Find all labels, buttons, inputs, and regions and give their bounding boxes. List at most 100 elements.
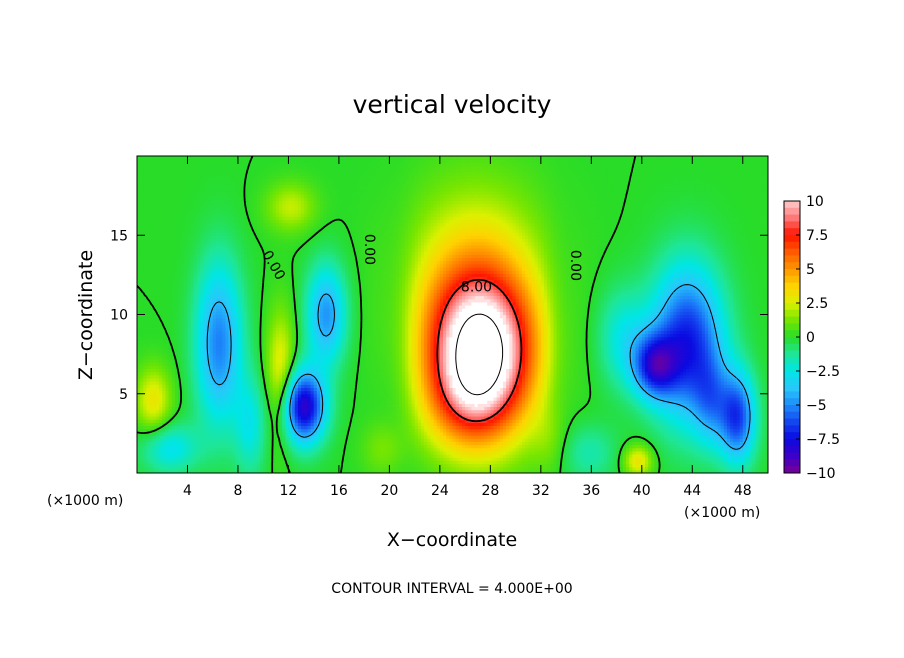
field-cell: [446, 457, 450, 461]
field-cell: [155, 444, 160, 449]
field-cell: [641, 447, 646, 452]
field-cell: [256, 460, 261, 465]
field-cell: [424, 453, 428, 458]
field-cell: [515, 457, 520, 461]
field-cell: [670, 450, 674, 455]
field-cell: [509, 453, 514, 458]
field-cell: [487, 441, 491, 446]
field-cell: [708, 453, 712, 458]
field-cell: [187, 466, 192, 471]
field-cell: [319, 460, 324, 465]
field-cell: [171, 463, 176, 468]
field-cell: [215, 447, 220, 452]
field-cell: [701, 469, 706, 473]
field-cell: [641, 453, 646, 458]
field-cell: [603, 444, 608, 449]
field-cell: [159, 441, 163, 446]
field-cell: [234, 447, 239, 452]
field-cell: [452, 457, 457, 461]
field-cell: [345, 441, 349, 446]
field-cell: [184, 466, 189, 471]
field-cell: [597, 447, 602, 452]
field-cell: [543, 466, 548, 471]
field-cell: [622, 444, 627, 449]
field-cell: [304, 460, 308, 465]
field-cell: [673, 466, 678, 471]
field-cell: [215, 444, 220, 449]
field-cell: [178, 457, 182, 461]
field-cell: [745, 441, 750, 446]
field-cell: [417, 447, 422, 452]
field-cell: [364, 463, 368, 468]
field-cell: [376, 450, 381, 455]
field-cell: [572, 441, 577, 446]
field-cell: [521, 466, 526, 471]
field-cell: [398, 460, 403, 465]
field-cell: [162, 453, 166, 458]
field-cell: [607, 463, 611, 468]
field-cell: [723, 438, 728, 442]
field-cell: [433, 441, 438, 446]
field-cell: [376, 463, 381, 468]
field-cell: [616, 447, 621, 452]
field-cell: [575, 444, 580, 449]
field-cell: [742, 453, 747, 458]
field-cell: [708, 460, 712, 465]
field-cell: [660, 466, 665, 471]
field-cell: [471, 469, 476, 473]
field-cell: [698, 450, 703, 455]
field-cell: [184, 447, 189, 452]
field-cell: [420, 450, 425, 455]
field-cell: [361, 469, 365, 473]
field-cell: [342, 438, 346, 442]
field-cell: [758, 453, 763, 458]
field-cell: [187, 438, 192, 442]
field-cell: [685, 453, 690, 458]
field-cell: [761, 441, 766, 446]
field-cell: [427, 457, 432, 461]
field-cell: [714, 447, 719, 452]
field-cell: [294, 438, 299, 442]
field-cell: [436, 447, 441, 452]
field-cell: [477, 460, 482, 465]
field-cell: [581, 457, 586, 461]
field-cell: [474, 463, 479, 468]
field-cell: [471, 444, 476, 449]
field-cell: [578, 463, 583, 468]
field-cell: [335, 460, 340, 465]
field-cell: [222, 441, 226, 446]
field-cell: [695, 438, 700, 442]
field-cell: [648, 466, 652, 471]
field-cell: [411, 441, 416, 446]
field-cell: [518, 457, 523, 461]
field-cell: [603, 460, 608, 465]
field-cell: [689, 441, 693, 446]
field-cell: [149, 463, 154, 468]
field-cell: [607, 460, 611, 465]
field-cell: [701, 457, 706, 461]
field-cell: [446, 466, 450, 471]
field-cell: [181, 438, 185, 442]
field-cell: [635, 469, 640, 473]
field-cell: [263, 453, 267, 458]
field-cell: [717, 444, 722, 449]
field-cell: [319, 447, 324, 452]
field-cell: [745, 463, 750, 468]
field-cell: [569, 457, 573, 461]
field-cell: [351, 438, 356, 442]
field-cell: [357, 460, 362, 465]
field-cell: [499, 450, 504, 455]
field-cell: [723, 444, 728, 449]
field-cell: [193, 463, 198, 468]
field-cell: [247, 450, 252, 455]
field-cell: [304, 441, 308, 446]
field-cell: [345, 463, 349, 468]
field-cell: [736, 450, 741, 455]
field-cell: [692, 457, 697, 461]
field-cell: [534, 463, 539, 468]
field-cell: [332, 453, 337, 458]
field-cell: [228, 450, 233, 455]
field-cell: [689, 469, 693, 473]
field-cell: [152, 447, 157, 452]
field-cell: [446, 469, 450, 473]
